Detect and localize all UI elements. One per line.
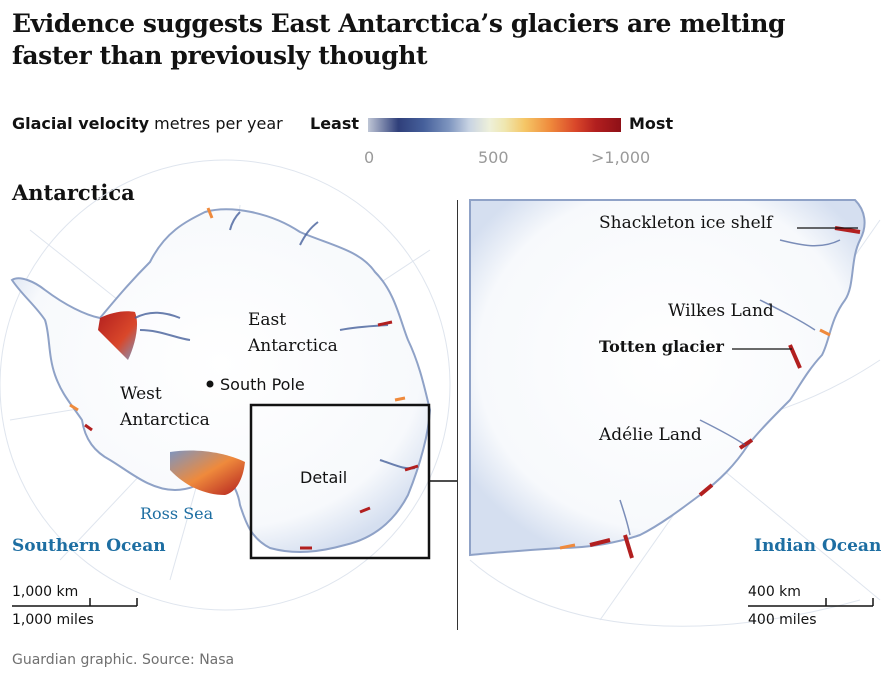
headline: Evidence suggests East Antarctica’s glac… xyxy=(12,9,786,70)
legend-least: Least xyxy=(310,114,360,133)
left-scale-km: 1,000 km xyxy=(12,584,79,600)
label-south-pole: South Pole xyxy=(220,375,305,394)
legend-most: Most xyxy=(629,114,674,133)
label-detail: Detail xyxy=(300,468,348,487)
right-scale-miles: 400 miles xyxy=(748,612,817,628)
label-west-antarctica-1: West xyxy=(120,384,162,404)
south-pole-dot xyxy=(206,380,214,388)
label-east-antarctica-1: East xyxy=(248,310,287,330)
antarctica-continent xyxy=(10,207,432,553)
detail-ice-sheet xyxy=(469,199,866,559)
right-scale-km: 400 km xyxy=(748,584,801,600)
legend-label-bold: Glacial velocity xyxy=(12,114,150,133)
ronne-ice-shelf xyxy=(98,311,138,360)
legend-tick-0: 0 xyxy=(364,148,375,167)
legend-label-unit: metres per year xyxy=(154,114,283,133)
right-scale-bar xyxy=(748,598,874,607)
label-ross-sea: Ross Sea xyxy=(140,504,214,523)
left-scale-bar xyxy=(12,598,138,607)
map-divider xyxy=(457,200,458,630)
legend-tick-500: 500 xyxy=(478,148,509,167)
label-southern-ocean: Southern Ocean xyxy=(12,536,166,556)
legend-tick-1000: >1,000 xyxy=(591,148,651,167)
label-shackleton: Shackleton ice shelf xyxy=(599,213,773,233)
label-adelie-land: Adélie Land xyxy=(599,425,702,445)
label-totten-glacier: Totten glacier xyxy=(599,337,724,356)
legend-label: Glacial velocity metres per year xyxy=(12,114,283,133)
source-credit: Guardian graphic. Source: Nasa xyxy=(12,652,235,668)
label-west-antarctica-2: Antarctica xyxy=(120,410,210,430)
label-indian-ocean: Indian Ocean xyxy=(754,536,882,556)
label-east-antarctica-2: Antarctica xyxy=(248,336,338,356)
legend-color-bar xyxy=(368,118,621,132)
map-title: Antarctica xyxy=(12,180,135,205)
left-scale-miles: 1,000 miles xyxy=(12,612,94,628)
label-wilkes-land: Wilkes Land xyxy=(668,301,774,321)
ross-ice-shelf xyxy=(170,450,245,495)
